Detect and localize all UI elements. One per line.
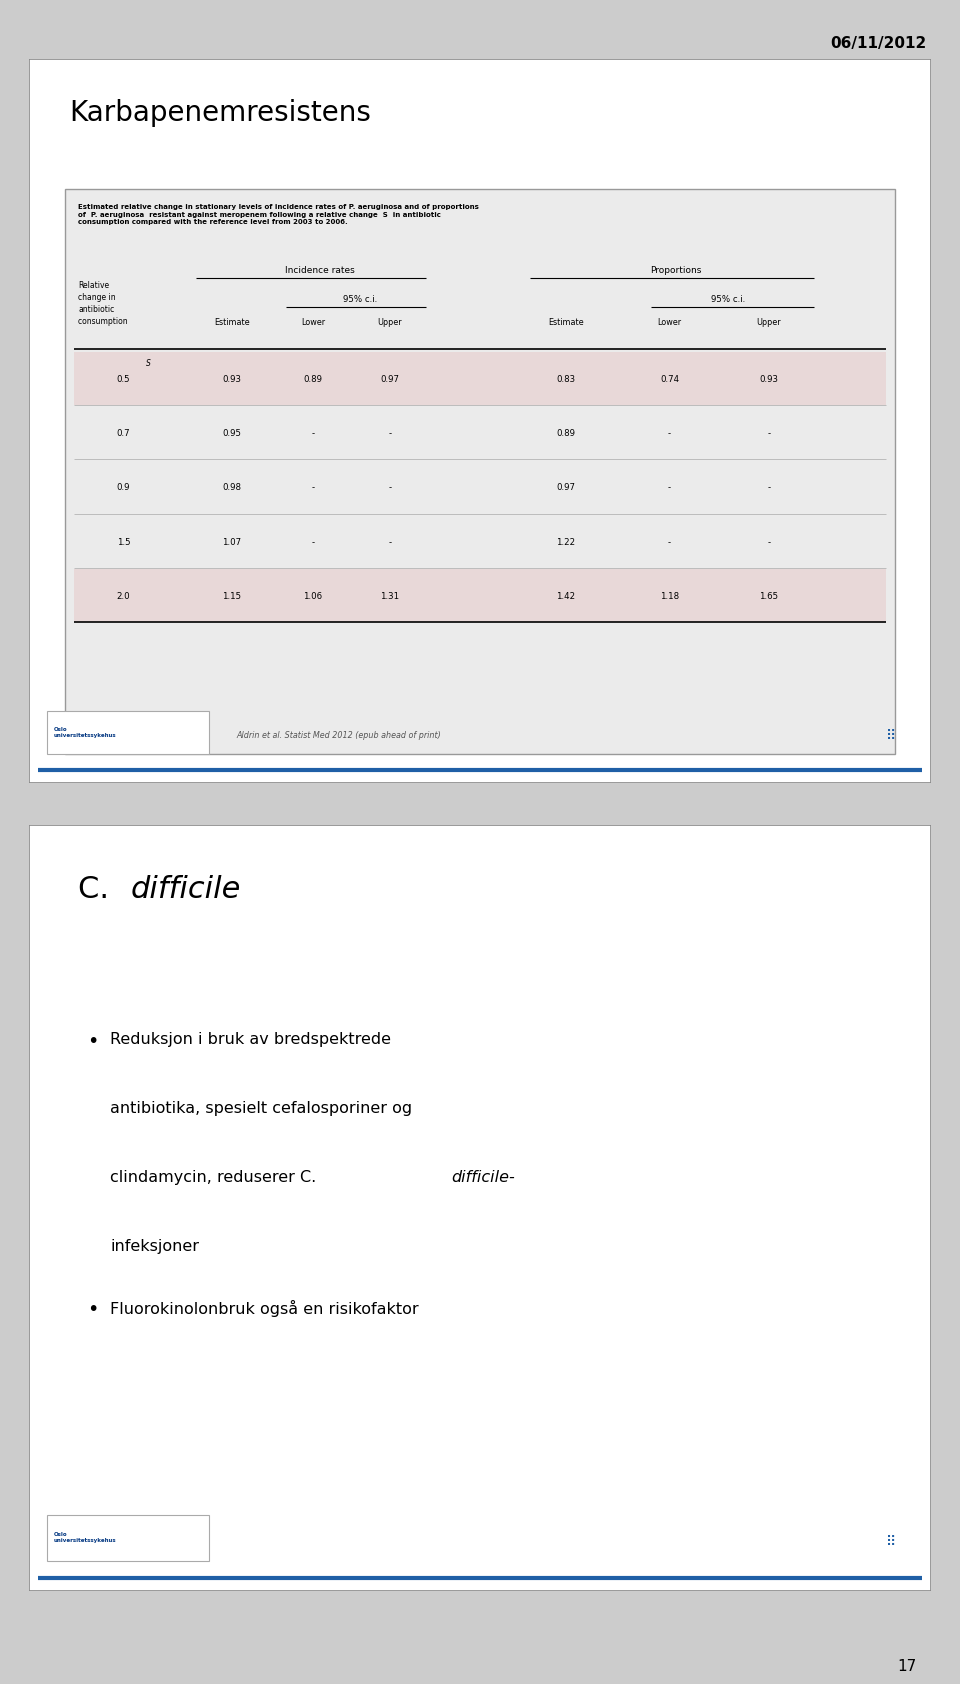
Text: ⠿: ⠿ [885,729,896,743]
Text: 1.42: 1.42 [556,593,575,601]
Text: -: - [767,537,770,547]
FancyBboxPatch shape [29,59,931,783]
Text: Reduksjon i bruk av bredspektrede: Reduksjon i bruk av bredspektrede [110,1032,391,1047]
Text: 0.95: 0.95 [223,429,241,438]
Text: 1.18: 1.18 [660,593,679,601]
Text: 1.65: 1.65 [759,593,779,601]
Text: clindamycin, reduserer C.: clindamycin, reduserer C. [110,1170,322,1186]
Text: Upper: Upper [756,318,781,327]
Text: S: S [146,359,151,369]
Text: -: - [388,483,392,492]
Text: Aldrin et al. Statist Med 2012 (epub ahead of print): Aldrin et al. Statist Med 2012 (epub ahe… [236,731,441,741]
Text: 0.5: 0.5 [117,376,131,384]
Text: 95% c.i.: 95% c.i. [711,295,745,305]
Text: 0.98: 0.98 [223,483,241,492]
Text: 0.93: 0.93 [759,376,779,384]
Text: 0.74: 0.74 [660,376,679,384]
Text: -: - [668,537,671,547]
Text: Proportions: Proportions [651,266,702,276]
Text: -: - [311,483,315,492]
FancyBboxPatch shape [47,1516,209,1561]
Text: 17: 17 [898,1659,917,1674]
Text: Oslo
universitetssykehus: Oslo universitetssykehus [54,1532,117,1543]
Text: infeksjoner: infeksjoner [110,1239,199,1255]
FancyBboxPatch shape [47,711,209,754]
Text: •: • [87,1300,99,1319]
Text: 1.5: 1.5 [117,537,131,547]
Text: ⠿: ⠿ [885,1534,896,1549]
Text: -: - [311,429,315,438]
Text: 0.7: 0.7 [117,429,131,438]
FancyBboxPatch shape [74,352,886,406]
Text: 2.0: 2.0 [117,593,131,601]
Text: Lower: Lower [658,318,682,327]
Text: •: • [87,1032,99,1051]
Text: difficile: difficile [131,876,241,904]
Text: Lower: Lower [301,318,325,327]
Text: difficile-: difficile- [451,1170,515,1186]
Text: 1.31: 1.31 [380,593,399,601]
FancyBboxPatch shape [29,825,931,1591]
Text: 1.07: 1.07 [223,537,241,547]
Text: Estimate: Estimate [548,318,584,327]
Text: 95% c.i.: 95% c.i. [344,295,377,305]
Text: -: - [311,537,315,547]
Text: -: - [767,429,770,438]
Text: 1.06: 1.06 [303,593,323,601]
Text: 0.97: 0.97 [380,376,399,384]
Text: -: - [388,537,392,547]
Text: 1.22: 1.22 [556,537,575,547]
Text: Estimate: Estimate [214,318,250,327]
Text: antibiotika, spesielt cefalosporiner og: antibiotika, spesielt cefalosporiner og [110,1101,412,1116]
FancyBboxPatch shape [74,569,886,623]
Text: C.: C. [79,876,119,904]
Text: 06/11/2012: 06/11/2012 [830,35,926,51]
FancyBboxPatch shape [65,189,895,754]
Text: Incidence rates: Incidence rates [285,266,354,276]
Text: Estimated relative change in stationary levels of incidence rates of P. aerugino: Estimated relative change in stationary … [79,204,479,226]
Text: 0.93: 0.93 [223,376,241,384]
Text: 0.89: 0.89 [556,429,575,438]
Text: 1.15: 1.15 [223,593,241,601]
Text: -: - [668,429,671,438]
Text: 0.97: 0.97 [556,483,575,492]
Text: 0.9: 0.9 [117,483,131,492]
Text: Oslo
universitetssykehus: Oslo universitetssykehus [54,727,117,738]
Text: Fluorokinolonbruk også en risikofaktor: Fluorokinolonbruk også en risikofaktor [110,1300,419,1317]
Text: 0.83: 0.83 [556,376,575,384]
Text: Relative
change in
antibiotic
consumption: Relative change in antibiotic consumptio… [79,281,131,325]
Text: 0.89: 0.89 [303,376,323,384]
Text: Karbapenemresistens: Karbapenemresistens [69,99,372,126]
Text: Upper: Upper [377,318,402,327]
Text: -: - [388,429,392,438]
Text: -: - [767,483,770,492]
Text: -: - [668,483,671,492]
